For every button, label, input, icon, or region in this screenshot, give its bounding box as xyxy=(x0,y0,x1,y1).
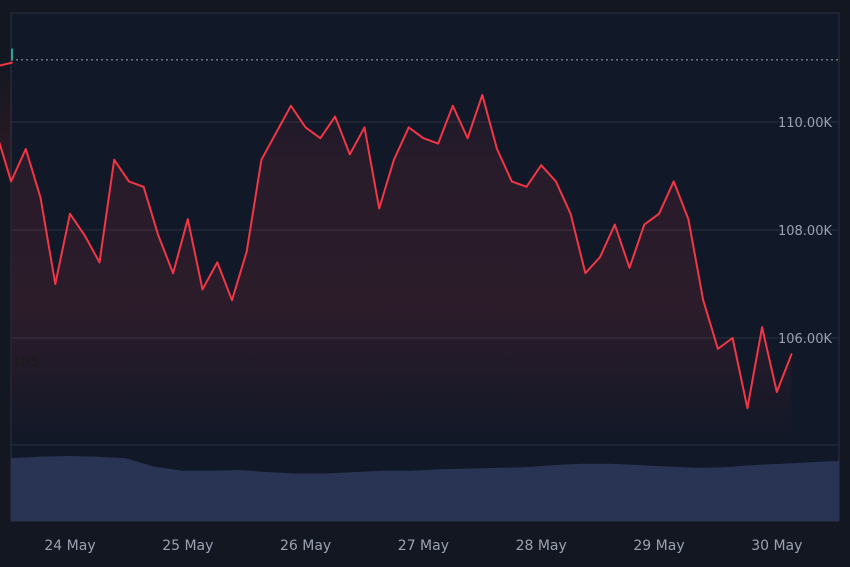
x-tick-label: 24 May xyxy=(44,538,95,554)
price-point xyxy=(584,272,587,275)
y-tick-label: 110.00K xyxy=(778,116,832,131)
price-point xyxy=(702,299,705,302)
price-point xyxy=(363,126,366,129)
y-tick-label: 106.00K xyxy=(778,332,832,347)
price-point xyxy=(628,266,631,269)
price-point xyxy=(613,223,616,226)
y-tick-label: 108.00K xyxy=(778,224,832,239)
price-point xyxy=(142,185,145,188)
price-point xyxy=(275,131,277,134)
price-point xyxy=(775,391,778,393)
price-point xyxy=(717,347,719,350)
price-point xyxy=(540,164,543,167)
price-point xyxy=(157,234,160,237)
price-point xyxy=(260,158,263,161)
price-point xyxy=(245,250,248,253)
price-point xyxy=(731,337,734,339)
side-label: 105 xyxy=(12,354,39,370)
price-point xyxy=(186,218,189,221)
price-point xyxy=(231,299,233,302)
price-point xyxy=(304,126,307,129)
price-point xyxy=(83,234,86,237)
x-tick-label: 29 May xyxy=(633,538,684,554)
price-area-fill xyxy=(0,62,792,445)
price-point xyxy=(466,137,469,140)
price-point xyxy=(672,180,675,183)
price-point xyxy=(39,196,42,199)
price-point xyxy=(496,148,498,150)
price-point xyxy=(69,212,71,215)
start-marker xyxy=(11,48,13,61)
price-point xyxy=(127,180,130,183)
price-point xyxy=(746,407,749,410)
volume-area xyxy=(11,456,839,521)
price-point xyxy=(790,353,793,356)
price-point xyxy=(451,104,454,107)
price-point xyxy=(393,158,395,161)
price-point xyxy=(319,137,322,140)
price-point xyxy=(437,142,439,145)
price-point xyxy=(422,137,425,140)
x-tick-label: 26 May xyxy=(280,538,331,554)
price-point xyxy=(290,104,292,107)
price-line xyxy=(0,61,793,410)
y-axis: 110.00K 108.00K 106.00K xyxy=(778,116,832,347)
price-point xyxy=(11,61,13,64)
x-tick-label: 25 May xyxy=(162,538,213,554)
price-point xyxy=(378,207,381,210)
price-point xyxy=(10,180,13,183)
price-series xyxy=(0,48,793,445)
price-point xyxy=(54,283,57,285)
price-point xyxy=(525,185,528,188)
volume-area-fill xyxy=(11,456,839,521)
price-point xyxy=(407,126,410,129)
price-point xyxy=(599,256,601,258)
price-point xyxy=(569,212,572,215)
price-point xyxy=(113,158,116,161)
price-point xyxy=(481,94,484,96)
price-point xyxy=(348,153,351,156)
price-point xyxy=(172,272,175,275)
x-tick-label: 30 May xyxy=(751,538,802,554)
price-point xyxy=(510,180,513,183)
price-point xyxy=(98,261,101,264)
x-axis: 24 May 25 May 26 May 27 May 28 May 29 May 30 M… xyxy=(44,538,802,554)
price-point xyxy=(658,212,660,215)
price-point xyxy=(761,326,763,329)
x-tick-label: 27 May xyxy=(398,538,449,554)
price-point xyxy=(24,148,27,150)
price-point xyxy=(216,261,219,264)
x-tick-label: 28 May xyxy=(516,538,567,554)
price-point xyxy=(201,288,204,291)
price-point xyxy=(334,115,336,118)
price-point xyxy=(555,180,557,183)
price-point xyxy=(643,223,646,226)
price-point xyxy=(687,218,690,221)
